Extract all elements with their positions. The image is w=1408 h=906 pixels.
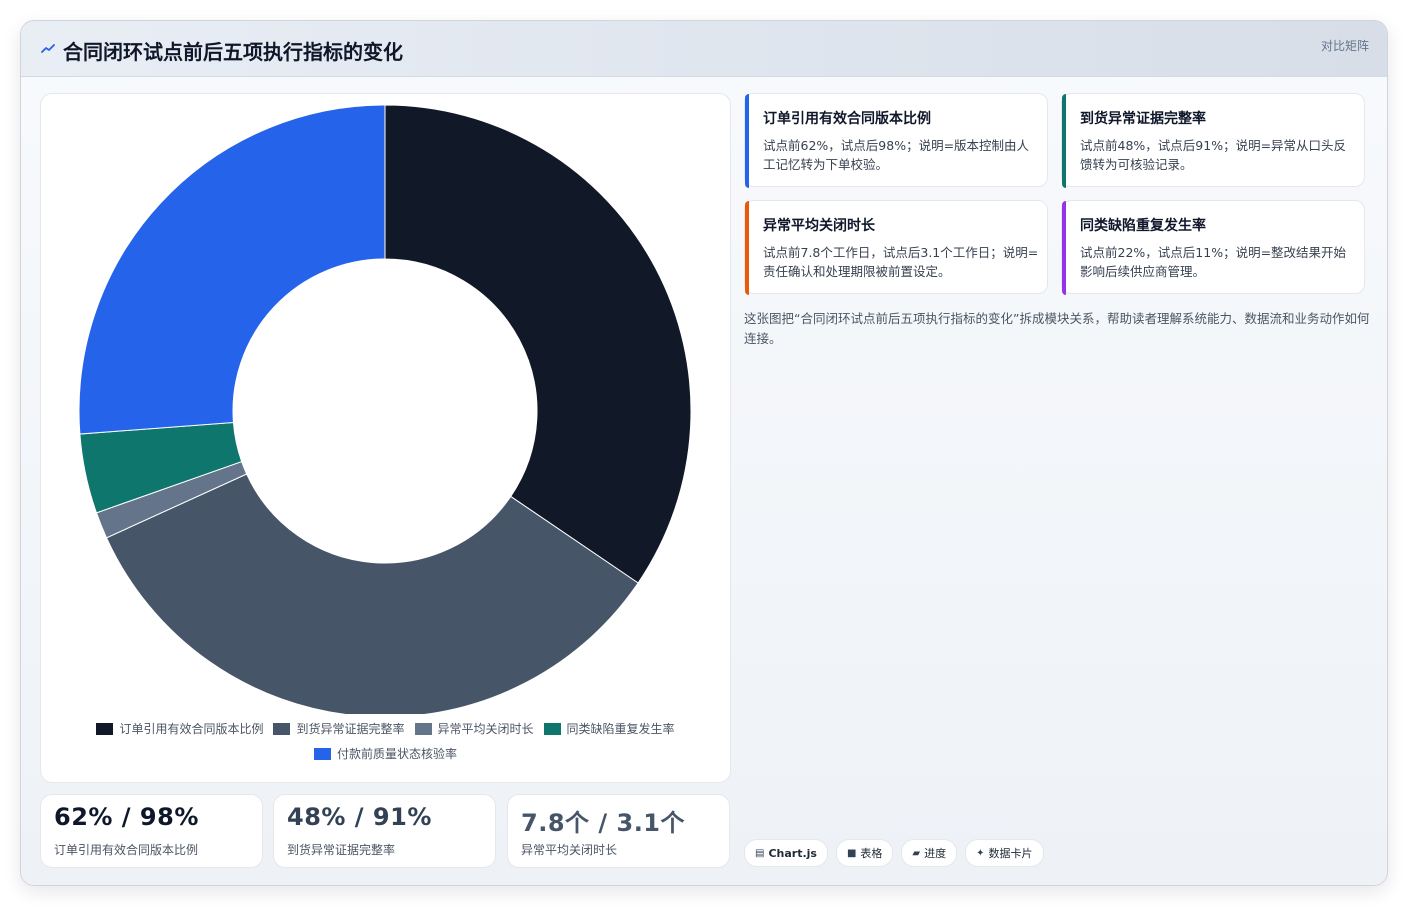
- metric-accent: [745, 201, 749, 295]
- metric-accent: [745, 94, 749, 188]
- legend-label: 同类缺陷重复发生率: [566, 722, 675, 736]
- stat-value: 7.8个 / 3.1个: [521, 809, 686, 837]
- chart-legend: 订单引用有效合同版本比例 到货异常证据完整率 异常平均关闭时长 同类缺陷重复发生率付款…: [41, 720, 730, 762]
- donut-chart: [78, 104, 692, 714]
- legend-item[interactable]: 到货异常证据完整率: [273, 720, 405, 737]
- legend-item[interactable]: 付款前质量状态核验率: [313, 745, 457, 762]
- metric-accent: [1062, 201, 1066, 295]
- trend-line-icon: [41, 44, 55, 53]
- legend-item[interactable]: 同类缺陷重复发生率: [543, 720, 675, 737]
- legend-item[interactable]: 异常平均关闭时长: [414, 720, 534, 737]
- chip-label: 进度: [924, 847, 947, 860]
- page-title: 合同闭环试点前后五项执行指标的变化: [63, 40, 403, 64]
- view-tag: 对比矩阵: [1320, 39, 1369, 53]
- chip-chartjs[interactable]: ▤ Chart.js: [744, 839, 828, 867]
- stat-value: 62% / 98%: [54, 803, 199, 831]
- header: 合同闭环试点前后五项执行指标的变化 对比矩阵: [21, 21, 1387, 77]
- metric-title: 同类缺陷重复发生率: [1080, 218, 1206, 234]
- tech-chips: ▤ Chart.js ■ 表格 ▰ 进度 ✦ 数据卡片: [744, 839, 1044, 867]
- donut-slice[interactable]: [78, 104, 386, 435]
- metric-title: 异常平均关闭时长: [763, 218, 875, 234]
- chart-description: 这张图把“合同闭环试点前后五项执行指标的变化”拆成模块关系，帮助读者理解系统能力…: [744, 311, 1370, 346]
- chip-progress[interactable]: ▰ 进度: [901, 839, 958, 867]
- card-icon: ✦: [976, 847, 985, 859]
- metric-desc: 试点前7.8个工作日，试点后3.1个工作日；说明=责任确认和处理期限被前置设定。: [763, 245, 1039, 279]
- chip-data-card[interactable]: ✦ 数据卡片: [965, 839, 1044, 867]
- progress-icon: ▰: [912, 847, 921, 859]
- chip-label: 数据卡片: [988, 847, 1033, 860]
- donut-slice[interactable]: [105, 473, 639, 714]
- legend-label: 付款前质量状态核验率: [336, 747, 457, 761]
- metric-desc: 试点前22%，试点后11%；说明=整改结果开始影响后续供应商管理。: [1080, 245, 1347, 279]
- metric-card: 异常平均关闭时长 试点前7.8个工作日，试点后3.1个工作日；说明=责任确认和处…: [744, 200, 1048, 295]
- table-icon: ■: [846, 847, 857, 859]
- legend-label: 异常平均关闭时长: [437, 722, 534, 736]
- metric-card: 同类缺陷重复发生率 试点前22%，试点后11%；说明=整改结果开始影响后续供应商…: [1061, 200, 1365, 295]
- metric-card: 到货异常证据完整率 试点前48%，试点后91%；说明=异常从口头反馈转为可核验记…: [1061, 93, 1365, 188]
- chart-card: 订单引用有效合同版本比例 到货异常证据完整率 异常平均关闭时长 同类缺陷重复发生率付款…: [40, 93, 731, 783]
- stat-label: 到货异常证据完整率: [287, 843, 396, 857]
- legend-label: 到货异常证据完整率: [296, 722, 405, 736]
- metric-desc: 试点前62%，试点后98%；说明=版本控制由人工记忆转为下单校验。: [763, 138, 1030, 172]
- stat-label: 异常平均关闭时长: [521, 843, 618, 857]
- legend-swatch: [414, 722, 432, 735]
- metric-title: 到货异常证据完整率: [1080, 111, 1206, 127]
- stat-card: 48% / 91% 到货异常证据完整率: [273, 794, 496, 868]
- donut-slice[interactable]: [384, 104, 692, 584]
- dashboard-frame: 合同闭环试点前后五项执行指标的变化 对比矩阵 订单引用有效合同版本比例到货异常证…: [20, 20, 1388, 886]
- chart-icon: ▤: [755, 847, 765, 859]
- metric-desc: 试点前48%，试点后91%；说明=异常从口头反馈转为可核验记录。: [1080, 138, 1347, 172]
- stat-label: 订单引用有效合同版本比例: [54, 843, 199, 857]
- stat-card: 7.8个 / 3.1个 异常平均关闭时长: [507, 794, 730, 868]
- stat-value: 48% / 91%: [287, 803, 432, 831]
- chip-label: Chart.js: [768, 846, 817, 860]
- metric-card: 订单引用有效合同版本比例 试点前62%，试点后98%；说明=版本控制由人工记忆转…: [744, 93, 1048, 188]
- legend-swatch: [313, 747, 331, 760]
- metric-title: 订单引用有效合同版本比例: [763, 111, 931, 127]
- legend-swatch: [543, 722, 561, 735]
- chip-label: 表格: [860, 847, 883, 860]
- stat-card: 62% / 98% 订单引用有效合同版本比例: [40, 794, 263, 868]
- metric-accent: [1062, 94, 1066, 188]
- legend-item[interactable]: 订单引用有效合同版本比例: [96, 720, 263, 737]
- legend-swatch: [273, 722, 291, 735]
- legend-label: 订单引用有效合同版本比例: [119, 722, 264, 736]
- legend-swatch: [96, 722, 114, 735]
- chip-table[interactable]: ■ 表格: [835, 839, 894, 867]
